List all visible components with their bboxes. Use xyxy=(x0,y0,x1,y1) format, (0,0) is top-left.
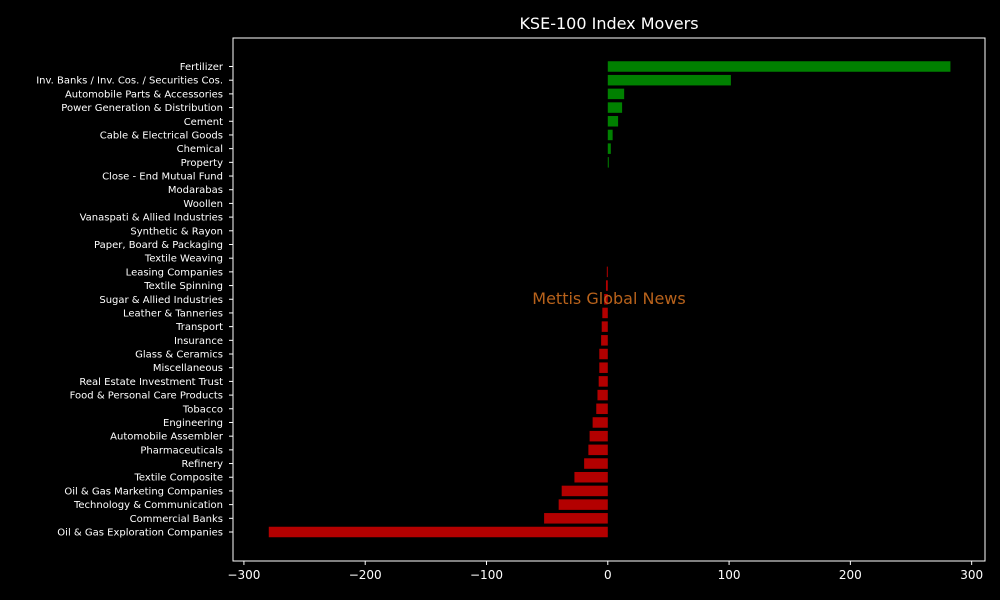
x-tick-label: 300 xyxy=(960,568,983,582)
category-label: Textile Weaving xyxy=(144,254,223,265)
category-label: Leasing Companies xyxy=(126,267,223,278)
category-label: Insurance xyxy=(174,336,223,347)
bar xyxy=(607,88,625,100)
category-label: Textile Spinning xyxy=(143,281,223,292)
x-tick-label: −300 xyxy=(227,568,260,582)
bar xyxy=(607,143,611,154)
category-label: Close - End Mutual Fund xyxy=(102,172,223,183)
category-label: Fertilizer xyxy=(180,62,224,73)
category-label: Real Estate Investment Trust xyxy=(79,377,223,388)
bar xyxy=(604,294,608,305)
category-label: Vanaspati & Allied Industries xyxy=(80,213,223,224)
bar xyxy=(601,321,608,332)
category-labels-group: Fertilizer Inv. Banks / Inv. Cos. / Secur… xyxy=(36,62,233,539)
bar xyxy=(544,513,608,524)
category-label: Paper, Board & Packaging xyxy=(94,240,223,251)
bar xyxy=(584,458,608,469)
category-label: Refinery xyxy=(182,459,224,470)
category-label: Automobile Parts & Accessories xyxy=(65,89,223,100)
bar xyxy=(561,485,608,497)
bar xyxy=(599,362,608,373)
category-label: Transport xyxy=(175,322,223,333)
category-label: Technology & Communication xyxy=(73,500,223,511)
category-label: Sugar & Allied Industries xyxy=(99,295,223,306)
category-label: Synthetic & Rayon xyxy=(130,226,223,237)
bar xyxy=(607,129,613,141)
category-label: Power Generation & Distribution xyxy=(61,103,223,114)
bar xyxy=(597,389,608,401)
plot-frame xyxy=(232,37,986,562)
x-tick-label: 0 xyxy=(604,568,612,582)
bar xyxy=(574,471,608,483)
bar xyxy=(588,444,608,456)
bar xyxy=(598,376,608,387)
bar xyxy=(607,74,731,86)
category-label: Food & Personal Care Products xyxy=(70,391,223,402)
bar xyxy=(602,307,608,319)
category-label: Cement xyxy=(184,117,223,128)
category-label: Property xyxy=(181,158,223,169)
x-tick-label: −100 xyxy=(470,568,503,582)
chart-title: KSE-100 Index Movers xyxy=(519,14,698,33)
bar xyxy=(607,102,623,113)
category-label: Modarabas xyxy=(168,185,223,196)
bar xyxy=(607,61,951,72)
category-label: Textile Composite xyxy=(134,473,223,484)
bar xyxy=(601,335,608,346)
bar xyxy=(606,266,608,278)
bar xyxy=(592,417,608,428)
category-label: Leather & Tanneries xyxy=(123,308,223,319)
x-axis: −300 −200 −100 0 100 200 300 xyxy=(227,561,983,582)
bar xyxy=(607,116,619,127)
category-label: Oil & Gas Marketing Companies xyxy=(64,486,223,497)
bar xyxy=(596,403,608,415)
bar xyxy=(558,499,608,510)
category-label: Chemical xyxy=(177,144,223,155)
watermark: Mettis Global News xyxy=(532,289,685,308)
category-label: Oil & Gas Exploration Companies xyxy=(57,528,223,539)
bars-group xyxy=(268,61,951,538)
bar xyxy=(599,348,608,360)
category-label: Cable & Electrical Goods xyxy=(100,130,223,141)
category-label: Miscellaneous xyxy=(153,363,223,374)
bar xyxy=(268,526,608,538)
bar xyxy=(589,430,608,442)
category-label: Woollen xyxy=(183,199,223,210)
x-tick-label: 100 xyxy=(718,568,741,582)
category-label: Pharmaceuticals xyxy=(140,445,223,456)
bar xyxy=(607,157,609,168)
category-label: Automobile Assembler xyxy=(110,432,224,443)
x-tick-label: −200 xyxy=(349,568,382,582)
category-label: Inv. Banks / Inv. Cos. / Securities Cos. xyxy=(36,76,223,87)
category-label: Commercial Banks xyxy=(130,514,223,525)
category-label: Engineering xyxy=(163,418,223,429)
category-label: Tobacco xyxy=(182,404,223,415)
x-tick-label: 200 xyxy=(839,568,862,582)
bar xyxy=(605,280,608,291)
category-label: Glass & Ceramics xyxy=(135,350,223,361)
